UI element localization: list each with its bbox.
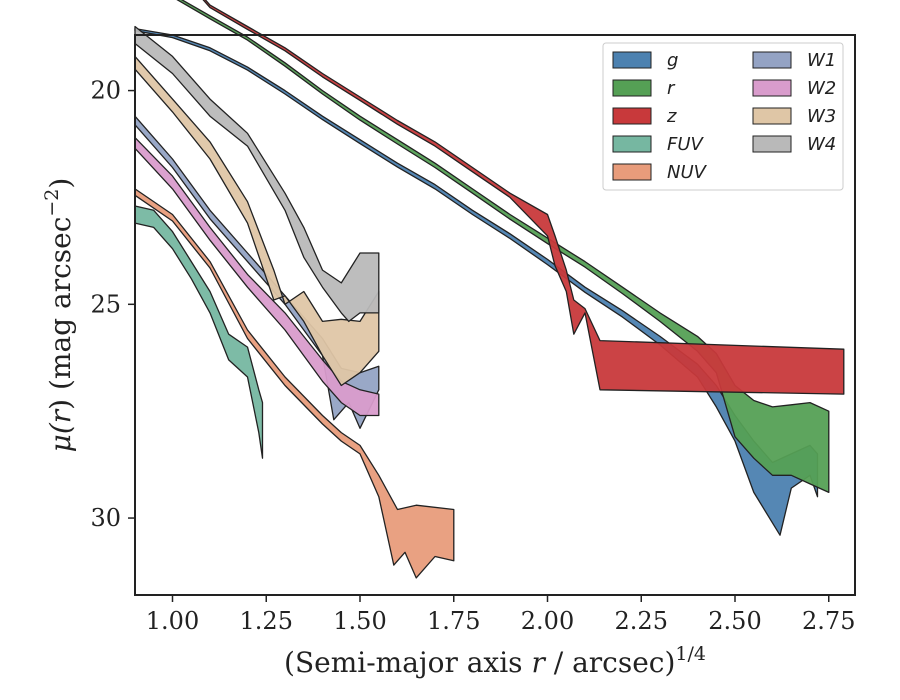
legend-label-r: r bbox=[667, 78, 676, 99]
y-ticks: 20 25 30 bbox=[90, 77, 135, 532]
x-tick-label: 1.75 bbox=[427, 607, 480, 635]
legend-label-nuv: NUV bbox=[667, 162, 708, 183]
legend-label-w3: W3 bbox=[807, 106, 836, 127]
band-z bbox=[202, 0, 845, 395]
y-tick-label: 20 bbox=[90, 77, 121, 105]
x-tick-label: 2.00 bbox=[521, 607, 574, 635]
y-axis-label: μ(r) (mag arcsec−2) bbox=[41, 178, 77, 453]
band-w3 bbox=[134, 55, 380, 387]
legend-label-w2: W2 bbox=[807, 78, 836, 99]
legend-label-fuv: FUV bbox=[667, 134, 705, 155]
legend-swatch-r bbox=[612, 79, 652, 97]
legend-swatch-w1 bbox=[752, 51, 792, 69]
x-ticks: 1.00 1.25 1.50 1.75 2.00 2.25 2.50 2.75 bbox=[146, 595, 855, 635]
y-tick-label: 25 bbox=[90, 290, 121, 318]
plot-frame bbox=[134, 34, 856, 596]
legend-label-z: z bbox=[666, 106, 677, 127]
band-w4 bbox=[134, 25, 380, 323]
x-axis-label: (Semi-major axis r / arcsec)1/4 bbox=[284, 643, 706, 679]
legend-swatch-w3 bbox=[752, 107, 792, 125]
legend-swatch-nuv bbox=[612, 163, 652, 181]
band-nuv bbox=[134, 188, 455, 579]
x-tick-label: 1.00 bbox=[146, 607, 199, 635]
legend-swatch-fuv bbox=[612, 135, 652, 153]
y-tick-label: 30 bbox=[90, 504, 121, 532]
x-tick-label: 1.25 bbox=[240, 607, 293, 635]
x-tick-label: 1.50 bbox=[333, 607, 386, 635]
x-tick-label: 2.50 bbox=[708, 607, 761, 635]
band-w2 bbox=[134, 136, 380, 417]
legend-label-g: g bbox=[667, 50, 678, 71]
x-tick-label: 2.25 bbox=[615, 607, 668, 635]
legend: grz FUV NUV W1 W2 W3 W4 bbox=[602, 42, 844, 191]
band-r bbox=[176, 0, 830, 494]
series-bands bbox=[134, 0, 845, 579]
legend-swatch-w2 bbox=[752, 79, 792, 97]
legend-label-w1: W1 bbox=[807, 50, 836, 71]
legend-swatch-w4 bbox=[752, 135, 792, 153]
x-tick-label: 2.75 bbox=[802, 607, 855, 635]
legend-swatch-g bbox=[612, 51, 652, 69]
legend-swatch-z bbox=[612, 107, 652, 125]
legend-label-w4: W4 bbox=[807, 134, 836, 155]
band-fuv bbox=[134, 205, 264, 459]
band-g bbox=[134, 27, 819, 536]
